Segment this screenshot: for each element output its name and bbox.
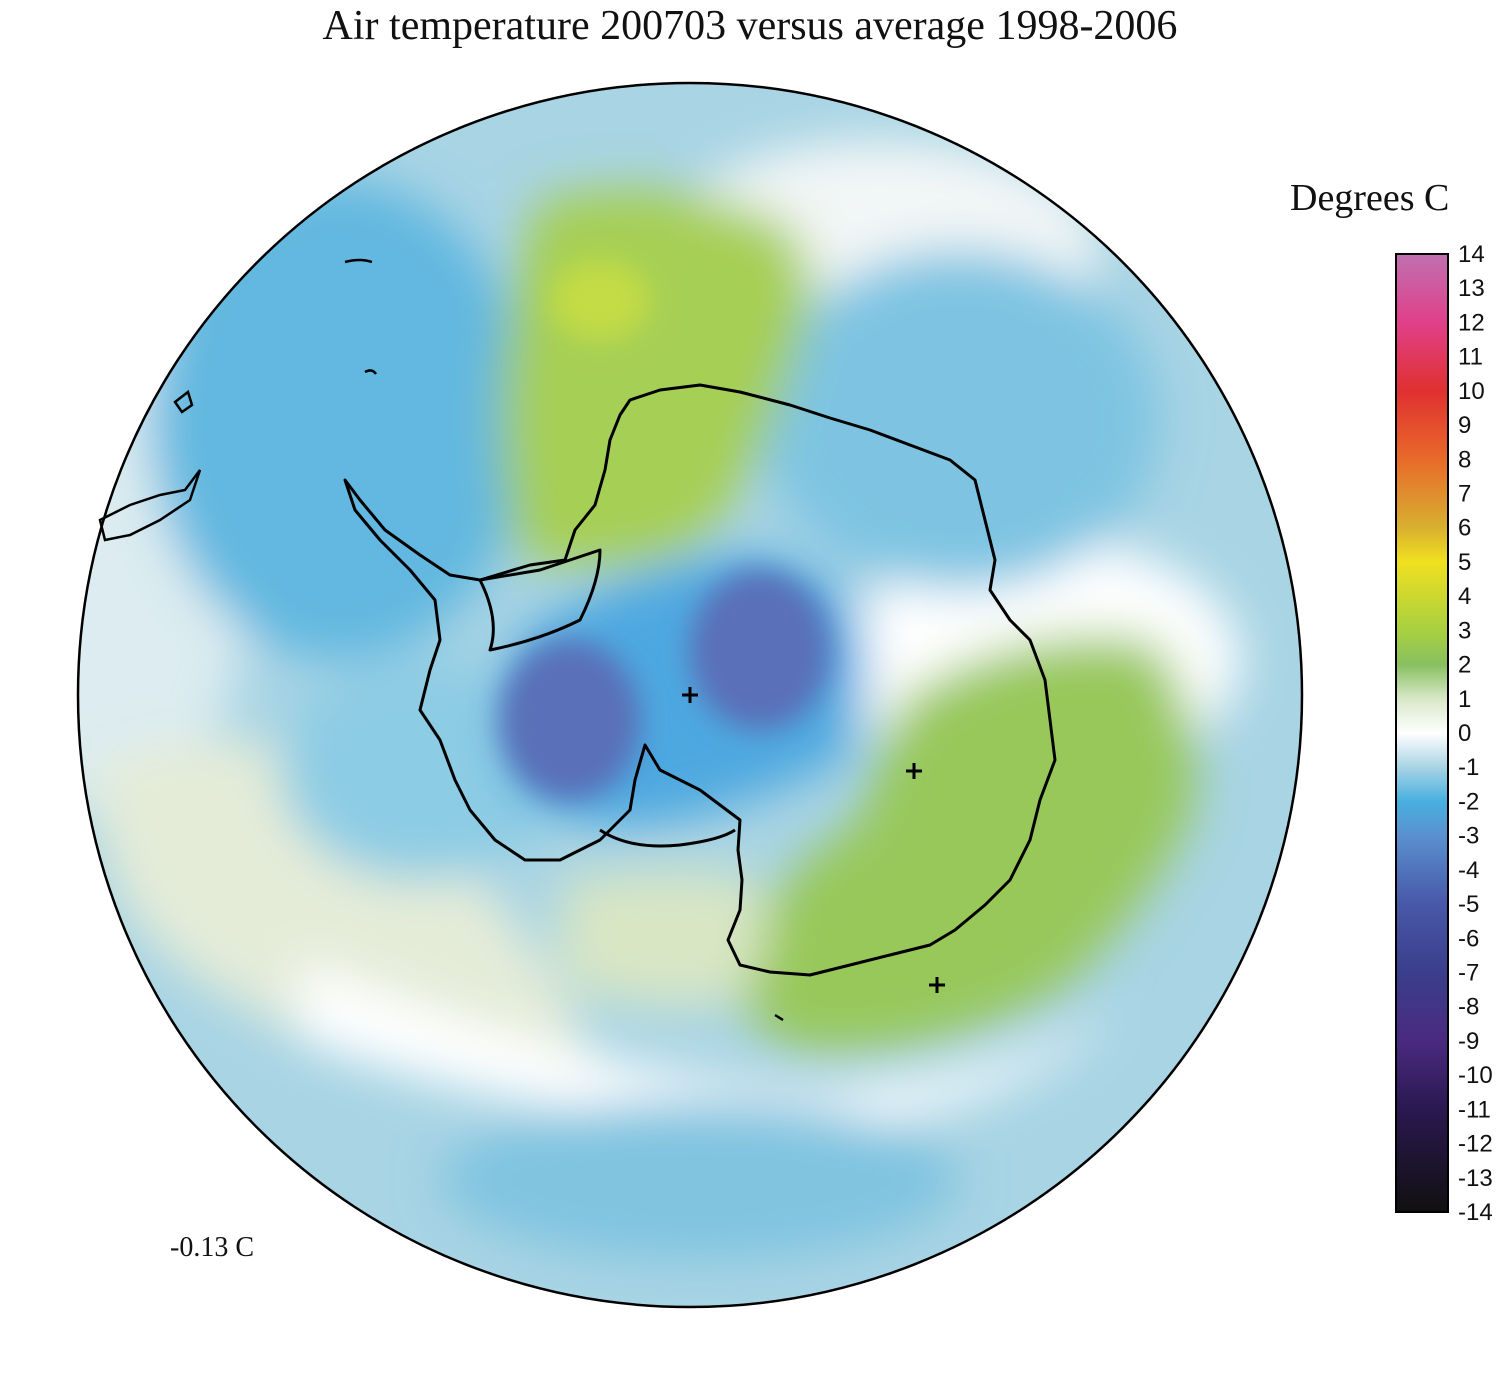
colorbar-tick-label: 9: [1458, 412, 1471, 439]
marker-south-pole: [682, 687, 698, 703]
colorbar-tick-label: -12: [1458, 1131, 1493, 1158]
colorbar-tick-labels: 14131211109876543210-1-2-3-4-5-6-7-8-9-1…: [1458, 241, 1493, 1226]
colorbar-tick-label: -9: [1458, 1028, 1479, 1055]
marker-coastal-station: [929, 977, 945, 993]
colorbar-tick-label: -3: [1458, 823, 1479, 850]
island-outline: [173, 389, 194, 414]
station-markers: [682, 687, 945, 993]
map-title: Air temperature 200703 versus average 19…: [322, 3, 1178, 49]
marker-vostok: [906, 763, 922, 779]
map-border: [76, 81, 1304, 1309]
colorbar-tick-label: 8: [1458, 446, 1471, 473]
southwest-pale-green-patch: [97, 740, 600, 1086]
ross-ice-shelf-outline: [478, 548, 602, 652]
east-green-anomaly: [736, 636, 1195, 1052]
colorbar-tick-label: 13: [1458, 275, 1485, 302]
south-blue-patch: [440, 1100, 960, 1260]
colorbar-tick-label: 14: [1458, 241, 1485, 268]
continent-outline: [343, 383, 1057, 977]
colorbar-tick-label: -8: [1458, 994, 1479, 1021]
colorbar-tick-label: -5: [1458, 891, 1479, 918]
colorbar-tick-label: 3: [1458, 617, 1471, 644]
colorbar-tick-label: -4: [1458, 857, 1479, 884]
south-america-tip-outline: [98, 469, 202, 542]
colorbar-tick-label: 11: [1458, 344, 1483, 371]
northeast-blue-patch: [760, 250, 1160, 590]
colorbar-tick-label: -1: [1458, 754, 1479, 781]
south-pale-green-patch: [560, 870, 767, 1007]
island-outline: [364, 369, 378, 375]
antarctica-coastline: [343, 383, 1057, 977]
colorbar-units-label: Degrees C: [1290, 177, 1450, 219]
anomaly-field: [78, 83, 1302, 1307]
colorbar-tick-label: 6: [1458, 515, 1471, 542]
ronne-ice-shelf-outline: [599, 828, 736, 848]
cold-core-east: [690, 570, 830, 730]
colorbar-tick-label: 0: [1458, 720, 1471, 747]
west-blue-patch: [150, 180, 530, 660]
colorbar-tick-label: 10: [1458, 378, 1485, 405]
colorbar-tick-label: -11: [1458, 1096, 1491, 1123]
colorbar-tick-label: -13: [1458, 1165, 1493, 1192]
colorbar-gradient: [1395, 253, 1449, 1213]
colorbar-tick-label: -2: [1458, 788, 1479, 815]
warm-core-north: [550, 260, 650, 340]
colorbar-tick-label: 2: [1458, 652, 1471, 679]
colorbar-tick-label: -14: [1458, 1199, 1493, 1226]
colorbar: 14131211109876543210-1-2-3-4-5-6-7-8-9-1…: [1395, 241, 1493, 1226]
sub-antarctic-islands: [98, 258, 784, 1022]
island-outline: [344, 258, 373, 264]
peninsula-blue-patch: [280, 660, 560, 880]
island-outline: [774, 1013, 784, 1022]
mean-anomaly-label: -0.13 C: [170, 1232, 254, 1263]
colorbar-tick-label: 5: [1458, 549, 1471, 576]
cold-core-west: [500, 640, 640, 800]
colorbar-tick-label: -10: [1458, 1062, 1493, 1089]
south-white-band: [300, 960, 1120, 1130]
colorbar-tick-label: -6: [1458, 925, 1479, 952]
colorbar-tick-label: 12: [1458, 309, 1485, 336]
colorbar-tick-label: 1: [1458, 686, 1471, 713]
colorbar-tick-label: -7: [1458, 960, 1479, 987]
colorbar-tick-label: 7: [1458, 481, 1471, 508]
colorbar-tick-label: 4: [1458, 583, 1471, 610]
